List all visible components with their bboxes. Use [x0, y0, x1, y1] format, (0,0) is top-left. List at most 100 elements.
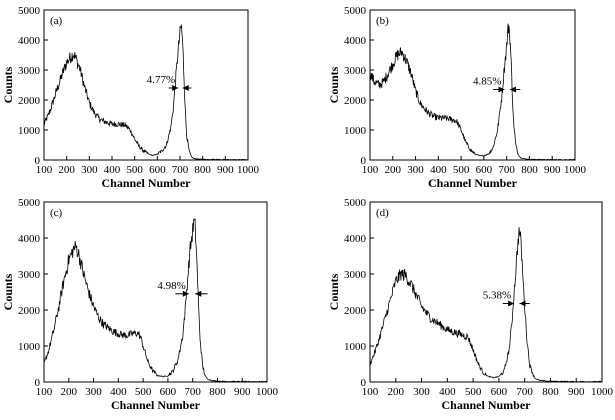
- fwhm-label: 4.98%: [157, 280, 185, 292]
- x-tick-label: 500: [126, 164, 143, 176]
- x-tick-label: 100: [362, 164, 379, 176]
- y-tick-label: 4000: [18, 35, 41, 47]
- y-tick-label: 1000: [18, 341, 41, 353]
- x-tick-label: 300: [407, 164, 424, 176]
- x-axis-title: Channel Number: [441, 398, 531, 412]
- x-tick-label: 800: [521, 164, 538, 176]
- fwhm-arrowhead-right: [519, 300, 526, 307]
- plot-frame: [369, 201, 603, 383]
- panel-label: (b): [376, 15, 389, 27]
- x-axis-title: Channel Number: [111, 398, 201, 412]
- y-tick-label: 1000: [344, 341, 367, 353]
- y-tick-label: 2000: [344, 305, 367, 317]
- chart-panel-3: 100 200 300 400 500 600 700 800 900 1000 0 1000 2000…: [327, 197, 614, 412]
- chart-panel-2: 100 200 300 400 500 600 700 800 900 1000 0 1000 2000…: [1, 197, 279, 412]
- plot-frame: [43, 201, 268, 383]
- x-tick-label: 500: [465, 386, 482, 398]
- y-tick-label: 3000: [18, 65, 41, 77]
- y-tick-label: 0: [361, 377, 367, 389]
- x-tick-label: 1000: [237, 164, 260, 176]
- x-tick-label: 800: [209, 386, 226, 398]
- y-axis-title: Counts: [327, 66, 341, 103]
- x-tick-label: 700: [184, 386, 201, 398]
- spectrum-line: [43, 24, 248, 161]
- x-tick-label: 700: [516, 386, 533, 398]
- x-tick-label: 1000: [564, 164, 587, 176]
- x-tick-label: 900: [568, 386, 585, 398]
- x-tick-label: 300: [81, 164, 98, 176]
- x-tick-label: 400: [430, 164, 447, 176]
- y-tick-label: 0: [361, 155, 367, 167]
- x-tick-label: 900: [234, 386, 251, 398]
- x-tick-label: 600: [491, 386, 508, 398]
- x-axis-title: Channel Number: [101, 176, 191, 190]
- x-tick-label: 100: [362, 386, 379, 398]
- y-tick-label: 1000: [18, 125, 41, 137]
- fwhm-label: 4.77%: [147, 74, 175, 86]
- x-tick-label: 200: [58, 164, 75, 176]
- x-tick-label: 300: [413, 386, 430, 398]
- x-tick-label: 1000: [591, 386, 614, 398]
- x-tick-label: 600: [476, 164, 493, 176]
- panel-label: (c): [50, 207, 63, 219]
- y-tick-label: 4000: [18, 233, 41, 245]
- x-tick-label: 600: [160, 386, 177, 398]
- y-tick-label: 5000: [18, 197, 41, 209]
- x-tick-label: 400: [439, 386, 456, 398]
- plot-frame: [43, 9, 249, 161]
- x-tick-label: 800: [194, 164, 211, 176]
- spectrum-line: [369, 227, 602, 383]
- fwhm-arrowhead-right: [195, 290, 202, 297]
- x-tick-label: 200: [388, 386, 405, 398]
- fwhm-label: 4.85%: [473, 76, 501, 88]
- x-tick-label: 200: [385, 164, 402, 176]
- x-tick-label: 200: [61, 386, 78, 398]
- x-tick-label: 100: [36, 164, 53, 176]
- fwhm-arrowhead-right: [182, 85, 189, 91]
- y-axis-title: Counts: [1, 273, 15, 310]
- x-tick-label: 700: [498, 164, 515, 176]
- y-tick-label: 1000: [344, 125, 367, 137]
- y-tick-label: 5000: [344, 5, 367, 17]
- x-tick-label: 800: [542, 386, 559, 398]
- y-tick-label: 4000: [344, 35, 367, 47]
- x-tick-label: 900: [217, 164, 234, 176]
- x-tick-label: 100: [36, 386, 53, 398]
- x-tick-label: 500: [135, 386, 152, 398]
- y-tick-label: 5000: [344, 197, 367, 209]
- y-tick-label: 2000: [18, 305, 41, 317]
- x-tick-label: 400: [104, 164, 121, 176]
- y-tick-label: 3000: [18, 269, 41, 281]
- panel-label: (a): [50, 15, 63, 27]
- fwhm-label: 5.38%: [483, 290, 511, 302]
- fwhm-arrowhead-right: [509, 86, 516, 93]
- x-tick-label: 500: [453, 164, 470, 176]
- x-axis-title: Channel Number: [428, 176, 518, 190]
- y-tick-label: 3000: [344, 65, 367, 77]
- y-tick-label: 2000: [344, 95, 367, 107]
- x-tick-label: 1000: [256, 386, 279, 398]
- y-axis-title: Counts: [1, 66, 15, 103]
- y-tick-label: 0: [35, 377, 41, 389]
- x-tick-label: 900: [544, 164, 561, 176]
- y-axis-title: Counts: [327, 273, 341, 310]
- fwhm-arrowhead-left: [172, 85, 179, 91]
- x-tick-label: 700: [172, 164, 189, 176]
- x-tick-label: 400: [110, 386, 127, 398]
- y-tick-label: 0: [35, 155, 41, 167]
- chart-panel-0: 100 200 300 400 500 600 700 800 900 1000010002000…: [1, 5, 260, 190]
- x-tick-label: 300: [85, 386, 102, 398]
- fwhm-arrowhead-left: [498, 86, 505, 93]
- y-tick-label: 4000: [344, 233, 367, 245]
- plot-frame: [369, 9, 576, 161]
- spectrum-line: [369, 23, 575, 161]
- y-tick-label: 2000: [18, 95, 41, 107]
- y-tick-label: 5000: [18, 5, 41, 17]
- y-tick-label: 3000: [344, 269, 367, 281]
- chart-panel-1: 100 200 300 400 500 600 700 800 900 1000010002000…: [327, 5, 587, 190]
- panel-label: (d): [376, 207, 389, 219]
- fwhm-arrowhead-left: [508, 300, 515, 307]
- fwhm-arrowhead-left: [182, 290, 189, 297]
